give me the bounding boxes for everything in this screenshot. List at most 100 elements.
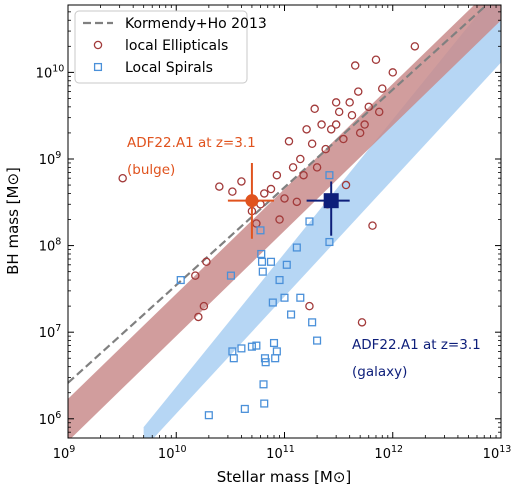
elliptical-point: [347, 110, 357, 120]
scatter-bands: [68, 5, 501, 438]
elliptical-point: [360, 120, 369, 129]
elliptical-point: [296, 154, 305, 164]
elliptical-point: [194, 312, 203, 322]
elliptical-point: [350, 61, 360, 70]
elliptical-point: [266, 184, 276, 194]
elliptical-point: [275, 215, 284, 224]
annotations: ADF22.A1 at z=3.1 (bulge) ADF22.A1 at z=3.…: [127, 135, 481, 380]
bulge-annotation-line: (bulge): [127, 162, 175, 178]
x-axis-label: Stellar mass [M⊙]: [217, 468, 352, 486]
elliptical-point: [202, 257, 211, 267]
elliptical-point: [228, 187, 237, 196]
x-tick-label: 1013: [483, 444, 512, 462]
spiral-point: [296, 293, 305, 302]
spiral-point: [257, 257, 267, 266]
spiral-point: [325, 237, 334, 247]
spiral-point: [280, 293, 289, 302]
spiral-point: [269, 338, 279, 348]
spiral-point: [275, 275, 284, 285]
elliptical-point: [272, 170, 282, 180]
elliptical-point: [280, 194, 289, 203]
spiral-point: [261, 358, 270, 367]
y-axis-label: BH mass [M⊙]: [4, 167, 22, 275]
elliptical-point: [321, 144, 330, 154]
spiral-point: [240, 404, 249, 413]
elliptical-point: [305, 301, 314, 311]
elliptical-point: [312, 163, 322, 172]
spiral-point: [176, 275, 185, 285]
axes: 109 1010 1011 1012 1013 106 107 108 109 1010: [36, 4, 512, 462]
spiral-point: [256, 226, 265, 235]
elliptical-point: [357, 318, 367, 327]
spiral-point: [226, 271, 235, 280]
galaxy-annotation-line: (galaxy): [352, 364, 407, 380]
spiral-point: [247, 342, 256, 351]
bulge-point: [245, 194, 259, 208]
spiral-point: [272, 347, 281, 356]
elliptical-point: [326, 125, 336, 134]
spiral-point: [313, 336, 322, 345]
elliptical-point: [118, 173, 127, 183]
x-tick-label: 109: [53, 444, 76, 462]
x-tick-label: 1010: [158, 444, 187, 462]
elliptical-point: [191, 271, 200, 280]
elliptical-point: [288, 163, 298, 172]
spiral-point: [258, 267, 267, 276]
elliptical-point: [371, 55, 381, 64]
y-tick-label: 109: [39, 150, 62, 168]
spiral-point: [229, 354, 238, 363]
spiral-point: [266, 257, 276, 266]
elliptical-point: [237, 177, 246, 186]
x-tick-label: 1011: [266, 444, 295, 462]
elliptical-point: [199, 301, 209, 311]
y-tick-label: 1010: [36, 63, 65, 81]
spiral-band: [143, 5, 501, 438]
spiral-point: [282, 260, 291, 269]
elliptical-point: [284, 137, 294, 146]
x-tick-label: 1012: [374, 444, 403, 462]
y-tick-label: 106: [39, 410, 62, 428]
spiral-point: [305, 217, 314, 226]
elliptical-point: [355, 128, 365, 138]
elliptical-point: [378, 84, 387, 93]
kormendy-line-layer: [68, 5, 489, 384]
spiral-point: [268, 298, 277, 307]
spiral-point: [259, 380, 268, 389]
spiral-point: [237, 344, 246, 353]
elliptical-point: [307, 139, 317, 148]
bulge-annotation-line: ADF22.A1 at z=3.1: [127, 135, 256, 151]
spiral-point: [308, 318, 317, 327]
elliptical-point: [410, 42, 420, 51]
elliptical-point: [341, 180, 351, 190]
elliptical-point: [331, 98, 341, 107]
elliptical-point: [368, 221, 377, 230]
elliptical-point: [259, 189, 269, 198]
elliptical-band: [68, 5, 501, 438]
elliptical-point: [334, 107, 344, 117]
legend-label: Kormendy+Ho 2013: [125, 16, 267, 32]
elliptical-point: [299, 170, 308, 180]
elliptical-point: [215, 182, 224, 191]
y-tick-label: 108: [39, 237, 62, 255]
elliptical-point: [302, 125, 311, 134]
elliptical-point: [292, 197, 302, 207]
spiral-point: [292, 243, 301, 252]
data-points: [118, 42, 420, 420]
elliptical-point: [353, 87, 363, 96]
spiral-point: [204, 411, 213, 420]
legend: Kormendy+Ho 2013 local Ellipticals Local S…: [74, 10, 267, 84]
elliptical-point: [339, 134, 348, 144]
spiral-point: [252, 341, 261, 350]
spiral-point: [260, 399, 269, 408]
elliptical-point: [374, 107, 384, 117]
kormendy-line: [68, 5, 489, 384]
elliptical-point: [317, 120, 326, 129]
elliptical-point: [364, 102, 373, 112]
highlight-points: [227, 162, 350, 239]
legend-spiral-swatch: [93, 62, 103, 72]
elliptical-point: [388, 68, 397, 77]
y-tick-label: 107: [39, 323, 62, 341]
elliptical-point: [345, 98, 354, 107]
galaxy-annotation-line: ADF22.A1 at z=3.1: [352, 337, 481, 353]
